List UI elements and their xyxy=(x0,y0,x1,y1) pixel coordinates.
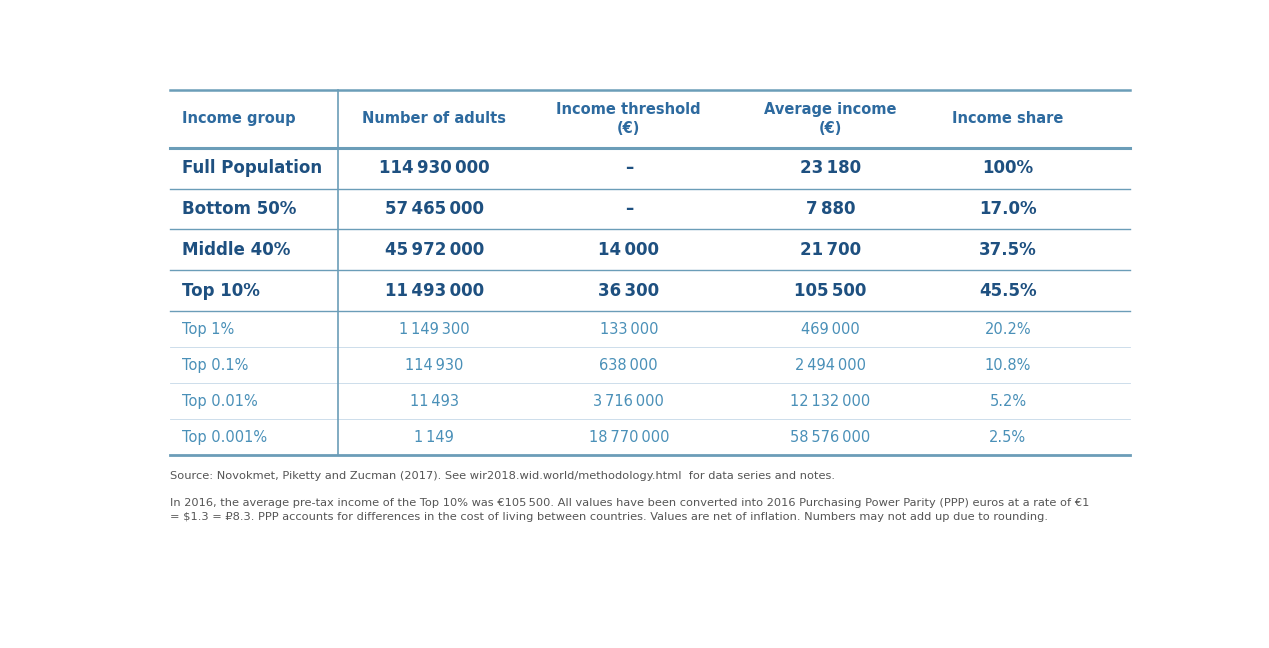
Text: 1 149: 1 149 xyxy=(415,430,454,445)
Bar xyxy=(170,419,1131,455)
Text: Income group: Income group xyxy=(183,111,296,126)
Bar xyxy=(170,347,1131,383)
Text: 7 880: 7 880 xyxy=(806,200,855,218)
Text: 57 465 000: 57 465 000 xyxy=(385,200,483,218)
Text: 21 700: 21 700 xyxy=(799,241,860,259)
Text: 1 149 300: 1 149 300 xyxy=(398,322,470,337)
Bar xyxy=(170,311,1131,347)
Text: –: – xyxy=(624,159,633,177)
Text: Top 0.001%: Top 0.001% xyxy=(183,430,268,445)
Bar xyxy=(170,270,1131,311)
Text: 133 000: 133 000 xyxy=(599,322,659,337)
Text: 100%: 100% xyxy=(982,159,1033,177)
Text: 12 132 000: 12 132 000 xyxy=(791,393,871,409)
Text: In 2016, the average pre-tax income of the Top 10% was €105 500. All values have: In 2016, the average pre-tax income of t… xyxy=(170,498,1090,522)
Text: 3 716 000: 3 716 000 xyxy=(594,393,664,409)
Bar xyxy=(170,148,1131,189)
Text: 11 493 000: 11 493 000 xyxy=(385,282,483,300)
Text: 10.8%: 10.8% xyxy=(985,358,1032,373)
Text: 638 000: 638 000 xyxy=(599,358,659,373)
Text: Number of adults: Number of adults xyxy=(363,111,506,126)
Text: 45 972 000: 45 972 000 xyxy=(385,241,483,259)
Text: 2.5%: 2.5% xyxy=(990,430,1027,445)
Text: 58 576 000: 58 576 000 xyxy=(791,430,871,445)
Text: Income share: Income share xyxy=(952,111,1063,126)
Text: 2 494 000: 2 494 000 xyxy=(794,358,865,373)
Text: 36 300: 36 300 xyxy=(598,282,660,300)
Text: 18 770 000: 18 770 000 xyxy=(589,430,669,445)
Bar xyxy=(170,383,1131,419)
Text: Middle 40%: Middle 40% xyxy=(183,241,291,259)
Text: Top 0.01%: Top 0.01% xyxy=(183,393,258,409)
Bar xyxy=(170,229,1131,270)
Text: Bottom 50%: Bottom 50% xyxy=(183,200,297,218)
Text: Income threshold
(€): Income threshold (€) xyxy=(556,102,700,135)
Text: Top 0.1%: Top 0.1% xyxy=(183,358,249,373)
Text: –: – xyxy=(624,200,633,218)
Text: 23 180: 23 180 xyxy=(799,159,860,177)
Text: Average income
(€): Average income (€) xyxy=(764,102,897,135)
Text: 17.0%: 17.0% xyxy=(980,200,1037,218)
Text: 114 930: 114 930 xyxy=(405,358,463,373)
Text: 14 000: 14 000 xyxy=(598,241,660,259)
Text: 20.2%: 20.2% xyxy=(985,322,1032,337)
Text: 37.5%: 37.5% xyxy=(980,241,1037,259)
Text: Source: Novokmet, Piketty and Zucman (2017). See wir2018.wid.world/methodology.h: Source: Novokmet, Piketty and Zucman (20… xyxy=(170,471,835,481)
Text: Top 10%: Top 10% xyxy=(183,282,260,300)
Text: 5.2%: 5.2% xyxy=(990,393,1027,409)
Text: Full Population: Full Population xyxy=(183,159,322,177)
Text: Top 1%: Top 1% xyxy=(183,322,235,337)
Bar xyxy=(170,189,1131,229)
Text: 114 930 000: 114 930 000 xyxy=(379,159,490,177)
Text: 469 000: 469 000 xyxy=(801,322,859,337)
Text: 105 500: 105 500 xyxy=(794,282,867,300)
Bar xyxy=(170,90,1131,148)
Text: 11 493: 11 493 xyxy=(410,393,459,409)
Text: 45.5%: 45.5% xyxy=(980,282,1037,300)
